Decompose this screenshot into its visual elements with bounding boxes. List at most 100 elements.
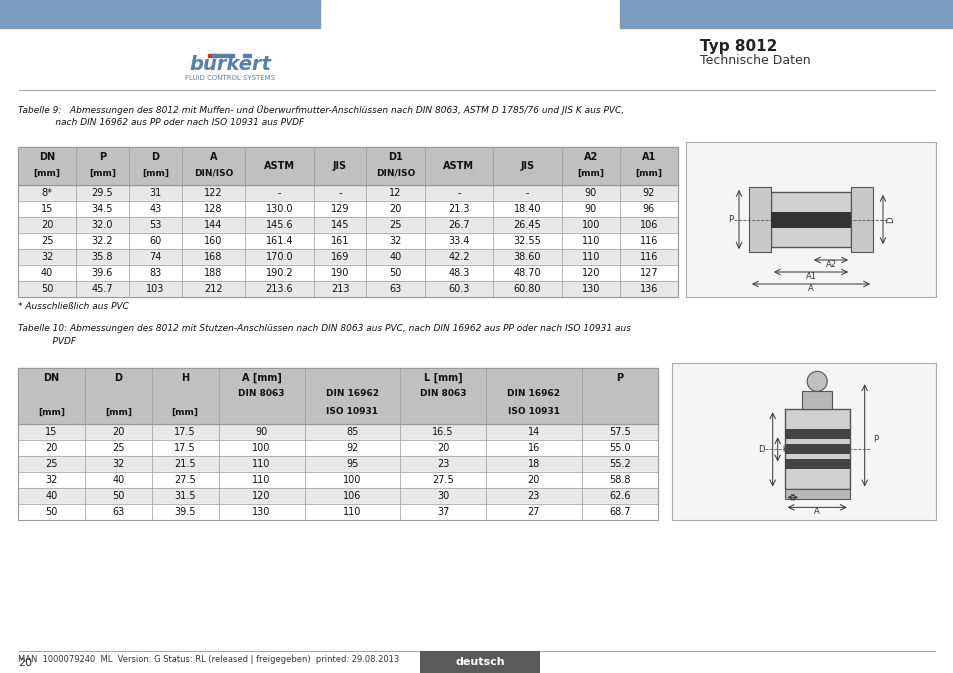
Text: -: - bbox=[338, 188, 341, 198]
Text: 95: 95 bbox=[346, 459, 358, 469]
Bar bbox=[18, 440, 658, 456]
Text: 20: 20 bbox=[18, 658, 32, 668]
Text: 48.3: 48.3 bbox=[448, 268, 469, 278]
Text: [mm]: [mm] bbox=[89, 168, 116, 178]
Text: 90: 90 bbox=[255, 427, 268, 437]
Bar bbox=[18, 456, 658, 472]
Text: 92: 92 bbox=[642, 188, 655, 198]
Bar bbox=[18, 147, 678, 185]
Text: 32.2: 32.2 bbox=[91, 236, 113, 246]
Text: 39.5: 39.5 bbox=[174, 507, 195, 517]
Bar bbox=[18, 249, 678, 265]
Text: 18.40: 18.40 bbox=[514, 204, 540, 214]
Text: [mm]: [mm] bbox=[105, 407, 132, 417]
Text: H: H bbox=[781, 445, 787, 454]
Text: 63: 63 bbox=[389, 284, 401, 294]
Text: 32: 32 bbox=[41, 252, 53, 262]
Text: L: L bbox=[792, 485, 796, 495]
Text: D1: D1 bbox=[388, 152, 402, 162]
Bar bbox=[18, 265, 678, 281]
Bar bbox=[18, 201, 678, 217]
Text: DIN 16962: DIN 16962 bbox=[507, 390, 559, 398]
Text: L [mm]: L [mm] bbox=[423, 373, 462, 383]
Text: 48.70: 48.70 bbox=[513, 268, 540, 278]
Text: ASTM: ASTM bbox=[443, 161, 474, 171]
Bar bbox=[671, 363, 935, 520]
Text: 74: 74 bbox=[149, 252, 161, 262]
Text: 168: 168 bbox=[204, 252, 222, 262]
Text: FLUID CONTROL SYSTEMS: FLUID CONTROL SYSTEMS bbox=[185, 75, 274, 81]
Text: Tabelle 10: Abmessungen des 8012 mit Stutzen-Anschlüssen nach DIN 8063 aus PVC, : Tabelle 10: Abmessungen des 8012 mit Stu… bbox=[18, 324, 630, 345]
Text: ASTM: ASTM bbox=[264, 161, 294, 171]
Text: 35.8: 35.8 bbox=[91, 252, 113, 262]
Text: 106: 106 bbox=[639, 220, 658, 230]
Text: 30: 30 bbox=[436, 491, 449, 501]
Text: 31.5: 31.5 bbox=[174, 491, 195, 501]
Text: 27.5: 27.5 bbox=[432, 475, 454, 485]
Text: 83: 83 bbox=[149, 268, 161, 278]
Text: DIN/ISO: DIN/ISO bbox=[375, 168, 415, 178]
Text: 127: 127 bbox=[639, 268, 658, 278]
Text: 15: 15 bbox=[41, 204, 53, 214]
Text: Tabelle 9:   Abmessungen des 8012 mit Muffen- und Überwurfmutter-Anschlüssen nac: Tabelle 9: Abmessungen des 8012 mit Muff… bbox=[18, 105, 623, 127]
Text: 68.7: 68.7 bbox=[608, 507, 630, 517]
Text: ISO 10931: ISO 10931 bbox=[326, 407, 378, 417]
Text: 50: 50 bbox=[389, 268, 401, 278]
Text: 33.4: 33.4 bbox=[448, 236, 469, 246]
Text: D: D bbox=[758, 445, 764, 454]
Text: 55.0: 55.0 bbox=[608, 443, 630, 453]
Text: 63: 63 bbox=[112, 507, 124, 517]
Text: [mm]: [mm] bbox=[577, 168, 604, 178]
Text: 110: 110 bbox=[581, 236, 599, 246]
Text: 100: 100 bbox=[581, 220, 599, 230]
Text: 8*: 8* bbox=[42, 188, 52, 198]
Text: 145.6: 145.6 bbox=[265, 220, 293, 230]
Bar bbox=[18, 504, 658, 520]
Text: 169: 169 bbox=[331, 252, 349, 262]
Text: 32: 32 bbox=[45, 475, 57, 485]
Text: D: D bbox=[885, 216, 895, 223]
Text: 100: 100 bbox=[253, 443, 271, 453]
Text: 188: 188 bbox=[204, 268, 222, 278]
Text: 110: 110 bbox=[581, 252, 599, 262]
Text: 40: 40 bbox=[45, 491, 57, 501]
Text: 39.6: 39.6 bbox=[91, 268, 113, 278]
Text: 110: 110 bbox=[343, 507, 361, 517]
Text: 25: 25 bbox=[389, 220, 401, 230]
Bar bbox=[801, 392, 831, 409]
Text: 110: 110 bbox=[253, 459, 271, 469]
Text: 160: 160 bbox=[204, 236, 222, 246]
Text: 130: 130 bbox=[253, 507, 271, 517]
Text: 190.2: 190.2 bbox=[265, 268, 293, 278]
Bar bbox=[18, 368, 658, 520]
Text: 45.7: 45.7 bbox=[91, 284, 113, 294]
Text: 17.5: 17.5 bbox=[174, 427, 195, 437]
Text: Technische Daten: Technische Daten bbox=[700, 53, 810, 67]
Text: D: D bbox=[152, 152, 159, 162]
Text: -: - bbox=[456, 188, 460, 198]
Text: bürkert: bürkert bbox=[189, 55, 271, 75]
Text: 136: 136 bbox=[639, 284, 658, 294]
Text: P: P bbox=[99, 152, 106, 162]
Text: 43: 43 bbox=[149, 204, 161, 214]
Text: 27.5: 27.5 bbox=[174, 475, 195, 485]
Text: 38.60: 38.60 bbox=[514, 252, 540, 262]
Bar bbox=[419, 651, 539, 673]
Bar bbox=[784, 489, 849, 499]
Text: 100: 100 bbox=[343, 475, 361, 485]
Text: 21.3: 21.3 bbox=[448, 204, 469, 214]
Text: 130: 130 bbox=[581, 284, 599, 294]
Text: 17.5: 17.5 bbox=[174, 443, 195, 453]
Bar bbox=[208, 54, 215, 57]
Text: 92: 92 bbox=[346, 443, 358, 453]
Text: -: - bbox=[277, 188, 281, 198]
Text: DIN/ISO: DIN/ISO bbox=[193, 168, 233, 178]
Text: 144: 144 bbox=[204, 220, 222, 230]
Text: 55.2: 55.2 bbox=[608, 459, 630, 469]
Bar bbox=[18, 185, 678, 201]
Bar bbox=[18, 488, 658, 504]
Text: A2: A2 bbox=[824, 260, 836, 269]
Text: 20: 20 bbox=[527, 475, 539, 485]
Text: 34.5: 34.5 bbox=[91, 204, 113, 214]
Text: 103: 103 bbox=[146, 284, 164, 294]
